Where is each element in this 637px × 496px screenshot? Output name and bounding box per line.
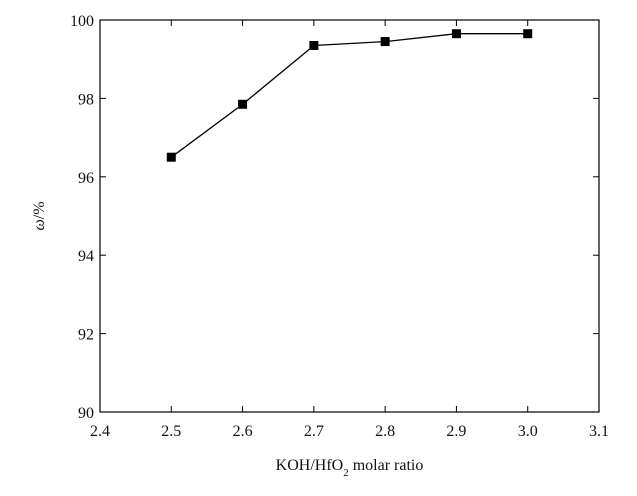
plot-frame	[99, 19, 600, 413]
data-point	[166, 152, 176, 162]
x-tick-label: 2.7	[304, 423, 324, 440]
data-point	[309, 40, 319, 50]
y-tick-label: 90	[78, 405, 94, 422]
y-tick-label: 98	[78, 91, 94, 108]
data-point	[523, 29, 533, 39]
y-tick-label: 100	[70, 13, 94, 30]
x-tick-label: 2.5	[161, 423, 181, 440]
y-tick-label: 92	[78, 327, 94, 344]
x-tick-label: 2.9	[446, 423, 466, 440]
x-tick-label: 3.0	[518, 423, 538, 440]
x-tick-label: 3.1	[589, 423, 609, 440]
x-axis-title: KOH/HfO2 molar ratio	[276, 457, 424, 479]
y-axis-title-unit: /%	[31, 201, 48, 219]
x-tick-label: 2.4	[90, 423, 110, 440]
series-line	[170, 33, 528, 158]
x-tick-label: 2.8	[375, 423, 395, 440]
y-axis-title: ω/%	[31, 201, 48, 230]
data-point	[451, 29, 461, 39]
data-point	[238, 99, 248, 109]
data-point	[380, 37, 390, 47]
y-tick-label: 94	[78, 248, 94, 265]
y-tick-label: 96	[78, 170, 94, 187]
x-axis-title-suffix: molar ratio	[349, 457, 424, 474]
x-tick-label: 2.6	[233, 423, 253, 440]
x-axis-title-prefix: KOH/HfO	[276, 457, 344, 474]
y-axis-title-symbol: ω	[31, 219, 48, 230]
x-axis-title-subscript: 2	[343, 467, 349, 479]
